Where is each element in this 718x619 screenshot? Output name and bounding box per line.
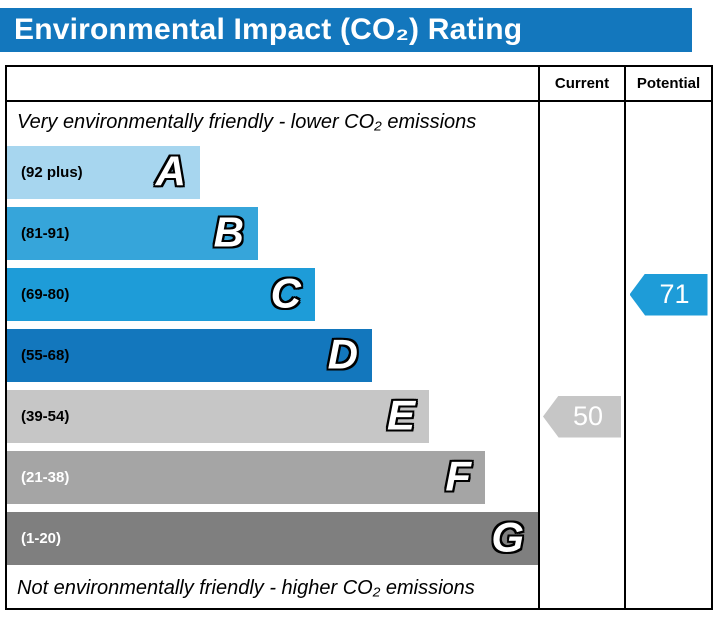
band-bar-f: (21-38) F bbox=[7, 451, 485, 504]
page-title: Environmental Impact (CO₂) Rating bbox=[14, 13, 523, 46]
chart-header-row: Current Potential bbox=[7, 67, 711, 102]
band-range-label: (21-38) bbox=[21, 469, 70, 486]
band-letter: G bbox=[491, 512, 524, 560]
header-spacer bbox=[7, 67, 538, 100]
band-range-label: (1-20) bbox=[21, 530, 62, 547]
band-range-label: (92 plus) bbox=[21, 164, 83, 181]
band-letter: A bbox=[155, 146, 186, 194]
band-bar-d: (55-68) D bbox=[7, 329, 372, 382]
band-range-label: (81-91) bbox=[21, 225, 70, 242]
band-bar-g: (1-20) G bbox=[7, 512, 538, 565]
band-bar-c: (69-80) C bbox=[7, 268, 315, 321]
band-row-g: (1-20) G bbox=[7, 508, 711, 569]
band-letter: D bbox=[327, 329, 358, 377]
potential-column-header: Potential bbox=[636, 75, 701, 92]
band-bar-a: (92 plus) A bbox=[7, 146, 200, 199]
band-bar-b: (81-91) B bbox=[7, 207, 258, 260]
band-range-label: (69-80) bbox=[21, 286, 70, 303]
band-row-b: (81-91) B bbox=[7, 203, 711, 264]
potential-rating-arrow: 71 bbox=[629, 273, 708, 316]
bottom-note: Not environmentally friendly - higher CO… bbox=[17, 577, 475, 599]
current-rating-arrow: 50 bbox=[543, 395, 621, 438]
band-range-label: (55-68) bbox=[21, 347, 70, 364]
title-bar: Environmental Impact (CO₂) Rating bbox=[0, 8, 692, 52]
band-row-e: (39-54) E 50 bbox=[7, 386, 711, 447]
band-bar-e: (39-54) E bbox=[7, 390, 429, 443]
band-letter: F bbox=[445, 451, 471, 499]
bottom-note-row: Not environmentally friendly - higher CO… bbox=[7, 569, 711, 608]
band-row-d: (55-68) D bbox=[7, 325, 711, 386]
current-column-header: Current bbox=[554, 75, 610, 92]
bands-container: (92 plus) A (81-91) B (69-80) C 71 (55-68) D (39-… bbox=[7, 142, 711, 569]
band-letter: B bbox=[213, 207, 244, 255]
band-row-c: (69-80) C 71 bbox=[7, 264, 711, 325]
band-row-a: (92 plus) A bbox=[7, 142, 711, 203]
band-letter: E bbox=[386, 390, 415, 438]
band-range-label: (39-54) bbox=[21, 408, 70, 425]
top-note: Very environmentally friendly - lower CO… bbox=[17, 110, 477, 133]
band-row-f: (21-38) F bbox=[7, 447, 711, 508]
band-letter: C bbox=[270, 268, 301, 316]
co2-rating-chart: Current Potential Very environmentally f… bbox=[5, 65, 713, 610]
current-column-header-cell: Current bbox=[538, 67, 624, 100]
potential-column-header-cell: Potential bbox=[624, 67, 711, 100]
top-note-row: Very environmentally friendly - lower CO… bbox=[7, 102, 711, 142]
